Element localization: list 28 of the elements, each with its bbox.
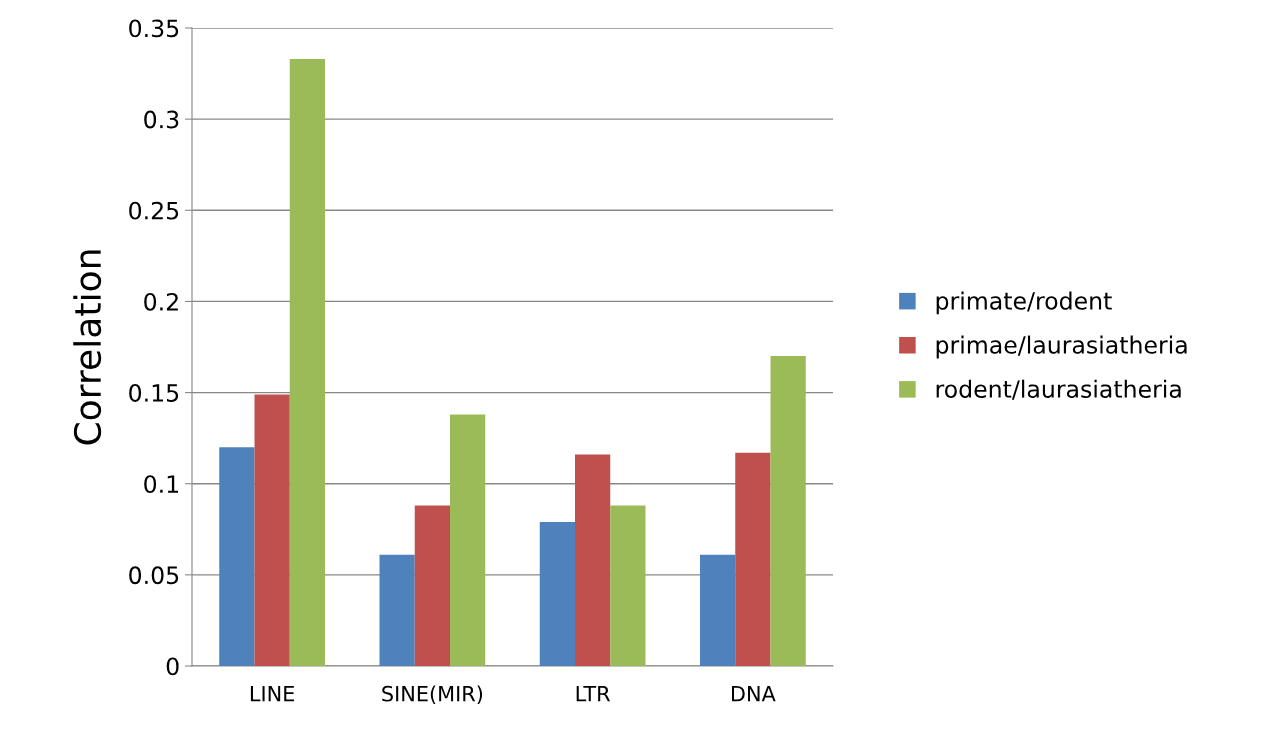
bar	[610, 505, 646, 666]
bar	[379, 554, 415, 666]
x-tick-label: DNA	[731, 686, 776, 702]
x-tick-label: SINE(MIR)	[382, 685, 483, 705]
y-tick-label: 0.05	[129, 566, 179, 585]
legend-label: primae/laurasiatheria	[936, 335, 1187, 359]
y-tick-label: 0.35	[129, 19, 179, 38]
legend-label: rodent/laurasiatheria	[936, 379, 1181, 400]
y-axis-title: Correlation	[73, 250, 102, 445]
bar	[254, 394, 290, 666]
y-tick-label: 0	[166, 657, 179, 676]
bar	[539, 521, 575, 666]
x-tick-label: LTR	[576, 686, 610, 702]
y-tick-label: 0.3	[144, 110, 179, 129]
bar	[450, 414, 486, 666]
bar	[289, 58, 326, 666]
y-tick-label: 0.2	[144, 292, 178, 311]
bar	[699, 554, 736, 666]
y-tick-label: 0.15	[129, 384, 179, 402]
bar	[575, 454, 611, 666]
x-tick-label: LINE	[250, 686, 295, 702]
bar	[219, 447, 255, 666]
y-tick-label: 0.1	[144, 475, 179, 494]
legend-label: primate/rodent	[936, 291, 1112, 315]
bar	[770, 356, 806, 666]
bar	[735, 452, 771, 666]
y-tick-label: 0.25	[129, 201, 179, 220]
bar	[414, 505, 450, 666]
